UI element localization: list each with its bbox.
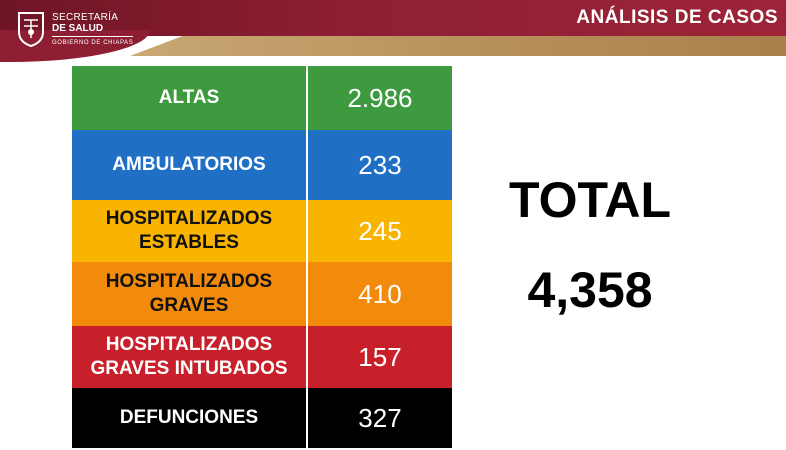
- table-row-defunciones: DEFUNCIONES 327: [72, 388, 452, 448]
- row-label: HOSPITALIZADOS GRAVES INTUBADOS: [72, 326, 308, 388]
- row-value: 2.986: [308, 66, 452, 130]
- row-label: HOSPITALIZADOS ESTABLES: [72, 200, 308, 262]
- table-row-altas: ALTAS 2.986: [72, 66, 452, 130]
- row-value: 410: [308, 262, 452, 326]
- row-label: HOSPITALIZADOS GRAVES: [72, 262, 308, 326]
- shield-emblem-icon: [18, 12, 44, 48]
- cases-table: ALTAS 2.986 AMBULATORIOS 233 HOSPITALIZA…: [72, 66, 452, 448]
- table-row-hospitalizados-graves: HOSPITALIZADOS GRAVES 410: [72, 262, 452, 326]
- logo-text: SECRETARÍA DE SALUD GOBIERNO DE CHIAPAS: [52, 12, 134, 49]
- header: SECRETARÍA DE SALUD GOBIERNO DE CHIAPAS …: [0, 0, 786, 62]
- header-accent-stripe: [130, 36, 786, 56]
- total-label: TOTAL: [508, 172, 671, 228]
- row-value: 245: [308, 200, 452, 262]
- table-row-hospitalizados-estables: HOSPITALIZADOS ESTABLES 245: [72, 200, 452, 262]
- row-label: ALTAS: [72, 66, 308, 130]
- page-title: ANÁLISIS DE CASOS: [576, 7, 778, 28]
- row-value: 157: [308, 326, 452, 388]
- row-value: 233: [308, 130, 452, 200]
- logo-line-2: DE SALUD: [52, 23, 104, 34]
- table-row-hospitalizados-graves-intubados: HOSPITALIZADOS GRAVES INTUBADOS 157: [72, 326, 452, 388]
- row-label: DEFUNCIONES: [72, 388, 308, 448]
- secretaria-salud-logo: SECRETARÍA DE SALUD GOBIERNO DE CHIAPAS: [14, 10, 134, 50]
- logo-line-1: SECRETARÍA: [52, 12, 119, 23]
- row-label: AMBULATORIOS: [72, 130, 308, 200]
- row-value: 327: [308, 388, 452, 448]
- logo-line-3: GOBIERNO DE CHIAPAS: [52, 36, 134, 49]
- total-value: 4,358: [527, 262, 653, 318]
- table-row-ambulatorios: AMBULATORIOS 233: [72, 130, 452, 200]
